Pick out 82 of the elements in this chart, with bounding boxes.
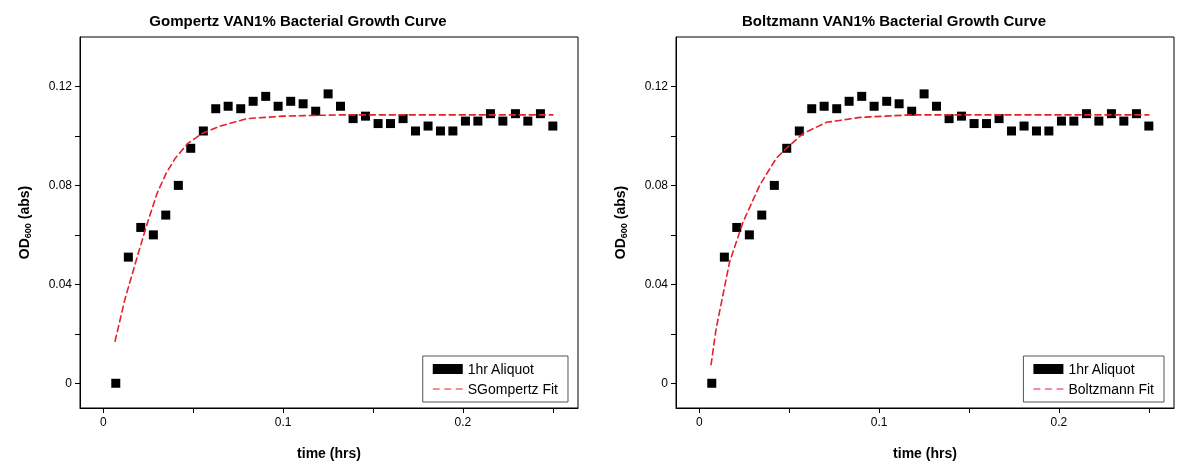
- point: [719, 252, 729, 262]
- legend-label: SGompertz Fit: [467, 381, 559, 397]
- point: [832, 104, 842, 114]
- point: [894, 99, 904, 109]
- point: [373, 119, 383, 129]
- point: [223, 101, 233, 111]
- point: [173, 180, 183, 190]
- point: [869, 101, 879, 111]
- chart-title: Boltzmann VAN1% Bacterial Growth Curve: [742, 12, 1046, 29]
- point: [523, 116, 533, 126]
- point: [286, 96, 296, 106]
- point: [385, 119, 395, 129]
- y-tick-label: 0: [661, 376, 669, 391]
- point: [1056, 116, 1066, 126]
- point: [844, 96, 854, 106]
- point: [273, 101, 283, 111]
- point: [932, 101, 942, 111]
- x-axis-title: time (hrs): [297, 445, 361, 461]
- y-tick-label: 0.04: [644, 277, 669, 292]
- point: [1144, 121, 1154, 131]
- line-series: [114, 114, 554, 343]
- point: [882, 96, 892, 106]
- point: [1031, 126, 1041, 136]
- point: [298, 99, 308, 109]
- y-tick-label: 0.08: [644, 178, 669, 193]
- point: [123, 252, 133, 262]
- point: [136, 222, 146, 232]
- y-axis-title: OD600 (abs): [611, 185, 629, 260]
- chart-title: Gompertz VAN1% Bacterial Growth Curve: [149, 12, 447, 29]
- point: [1019, 121, 1029, 131]
- point: [111, 378, 121, 388]
- point: [148, 230, 158, 240]
- point: [261, 91, 271, 101]
- point: [161, 210, 171, 220]
- point: [211, 104, 221, 114]
- point: [1094, 116, 1104, 126]
- x-tick-label: 0.1: [870, 415, 888, 429]
- y-tick-label: 0.08: [48, 178, 73, 193]
- x-tick-label: 0: [696, 415, 704, 429]
- point: [981, 119, 991, 129]
- point: [1006, 126, 1016, 136]
- x-tick-label: 0: [100, 415, 108, 429]
- point: [410, 126, 420, 136]
- point: [460, 116, 470, 126]
- point: [857, 91, 867, 101]
- point: [732, 222, 742, 232]
- point: [548, 121, 558, 131]
- point: [919, 89, 929, 99]
- point: [819, 101, 829, 111]
- legend-label: Boltzmann Fit: [1068, 381, 1155, 397]
- x-tick-label: 0.1: [274, 415, 292, 429]
- point: [1119, 116, 1129, 126]
- point: [1069, 116, 1079, 126]
- legend-label: 1hr Aliquot: [467, 361, 535, 377]
- point: [448, 126, 458, 136]
- point: [744, 230, 754, 240]
- y-tick-label: 0.12: [644, 79, 669, 94]
- legend-label: 1hr Aliquot: [1068, 361, 1135, 377]
- point: [757, 210, 767, 220]
- x-tick-label: 0.2: [1050, 415, 1068, 429]
- point: [323, 89, 333, 99]
- point: [707, 378, 717, 388]
- y-tick-label: 0.12: [48, 79, 73, 94]
- point: [473, 116, 483, 126]
- point: [423, 121, 433, 131]
- point: [248, 96, 258, 106]
- point: [794, 126, 804, 136]
- point: [336, 101, 346, 111]
- point: [311, 106, 321, 116]
- y-tick-label: 0.04: [48, 277, 73, 292]
- point: [236, 104, 246, 114]
- y-axis-title: OD600 (abs): [15, 185, 33, 260]
- x-tick-label: 0.2: [454, 415, 472, 429]
- point: [186, 143, 196, 153]
- point: [769, 180, 779, 190]
- point: [969, 119, 979, 129]
- x-axis-title: time (hrs): [893, 445, 957, 461]
- point: [1044, 126, 1054, 136]
- point: [435, 126, 445, 136]
- point: [807, 104, 817, 114]
- y-tick-label: 0: [65, 376, 73, 391]
- point: [498, 116, 508, 126]
